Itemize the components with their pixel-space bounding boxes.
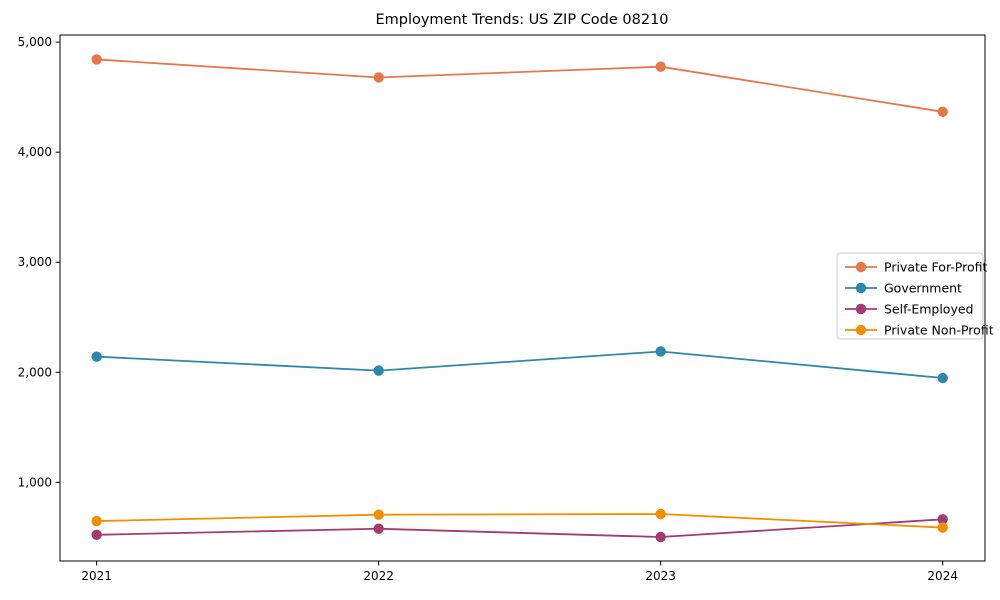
series-marker-government: [91, 351, 102, 362]
y-tick-label: 4,000: [18, 145, 52, 159]
series-line-government: [96, 350, 943, 379]
x-tick-label: 2022: [363, 569, 394, 583]
y-tick-label: 1,000: [18, 475, 52, 489]
series-marker-self-employed: [655, 531, 666, 543]
legend: Private For-Profit Government Self-Employe…: [836, 252, 994, 340]
series-line-private-for-profit: [96, 58, 943, 113]
series-marker-private-non-profit: [91, 515, 102, 527]
legend-marker-private-for-profit: [855, 261, 867, 273]
y-tick-label: 2,000: [18, 365, 52, 379]
series-line-private-non-profit: [96, 513, 943, 529]
x-tick-label: 2024: [927, 569, 958, 583]
series-marker-private-non-profit: [373, 509, 384, 520]
series-layer: [91, 54, 948, 543]
legend-label-private-non-profit: Private Non-Profit: [884, 323, 994, 338]
y-tick-label: 3,000: [18, 255, 52, 269]
series-marker-self-employed: [937, 514, 948, 525]
x-tick-label: 2023: [645, 569, 676, 583]
series-marker-government: [655, 346, 666, 357]
x-tick-label: 2021: [81, 569, 112, 583]
legend-label-government: Government: [884, 281, 962, 296]
legend-marker-self-employed: [855, 303, 867, 315]
series-line-self-employed: [96, 518, 943, 538]
chart-title: Employment Trends: US ZIP Code 08210: [375, 12, 668, 28]
series-marker-government: [373, 365, 384, 376]
legend-label-private-for-profit: Private For-Profit: [884, 260, 987, 275]
series-marker-private-non-profit: [655, 508, 666, 520]
axes-layer: 1,000 2,000 3,000 4,000 5,000 2021 2022 2023 202…: [18, 34, 986, 583]
y-tick-label: 5,000: [18, 35, 52, 49]
series-marker-private-for-profit: [373, 72, 384, 83]
series-marker-self-employed: [91, 529, 102, 541]
series-marker-government: [937, 372, 948, 384]
series-marker-private-for-profit: [937, 106, 948, 118]
legend-box: [836, 252, 984, 340]
series-marker-private-for-profit: [91, 54, 102, 65]
legend-marker-private-non-profit: [855, 324, 867, 336]
plot-border: [59, 34, 986, 562]
legend-marker-government: [855, 282, 867, 294]
series-marker-private-for-profit: [655, 61, 666, 72]
series-marker-private-non-profit: [937, 522, 948, 533]
legend-label-self-employed: Self-Employed: [884, 302, 973, 317]
series-marker-self-employed: [373, 523, 384, 534]
